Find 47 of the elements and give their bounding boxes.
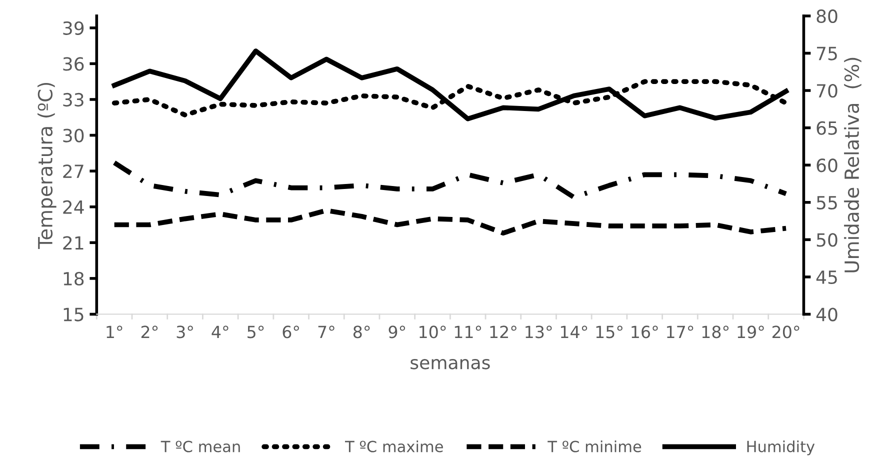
line-series xyxy=(112,160,788,200)
legend-label: Humidity xyxy=(747,440,815,456)
y2-tick-label: 45 xyxy=(816,270,837,284)
y-tick-label: 39 xyxy=(63,21,84,35)
x-tick-label: 1° xyxy=(106,326,122,338)
x-tick-label: 17° xyxy=(667,326,694,338)
x-tick-label: 4° xyxy=(212,326,228,338)
x-tick-label: 7° xyxy=(318,326,334,338)
y-tick-label: 36 xyxy=(63,57,84,71)
line-series xyxy=(112,48,788,122)
x-axis-title: semanas xyxy=(410,358,490,370)
x-tick-label: 6° xyxy=(282,326,299,338)
y2-axis-title: Umidade Relativa (%) xyxy=(844,58,862,272)
y2-tick-label: 65 xyxy=(816,121,837,135)
y-tick-label: 21 xyxy=(63,236,84,250)
y2-tick-label: 40 xyxy=(816,308,838,322)
legend-label: T ºC mean xyxy=(160,440,240,452)
y2-tick-label: 55 xyxy=(816,196,837,210)
x-tick-label: 11° xyxy=(454,326,482,338)
x-tick-label: 3° xyxy=(176,326,193,338)
y-tick-label: 33 xyxy=(63,92,84,107)
x-tick-label: 20° xyxy=(772,326,800,338)
y-axis-title: Temperatura (ºC) xyxy=(38,82,56,249)
y2-tick-label: 60 xyxy=(816,158,838,172)
y-tick-label: 18 xyxy=(64,272,84,286)
y2-tick-label: 75 xyxy=(816,46,837,60)
x-tick-label: 12° xyxy=(490,326,516,338)
y2-tick-label: 50 xyxy=(816,233,838,247)
y-tick-label: 24 xyxy=(63,200,84,214)
x-tick-label: 5° xyxy=(248,326,264,338)
x-tick-label: 10° xyxy=(420,326,446,338)
x-tick-label: 2° xyxy=(141,326,158,338)
y-tick-label: 27 xyxy=(63,164,84,178)
y-tick-label: 30 xyxy=(63,128,84,142)
x-tick-label: 9° xyxy=(388,326,406,338)
y2-tick-label: 70 xyxy=(816,84,838,98)
legend-label: T ºC maxime xyxy=(344,440,443,452)
legend-label: T ºC minime xyxy=(548,440,642,452)
x-tick-label: 14° xyxy=(560,326,588,338)
x-tick-label: 16° xyxy=(632,326,658,338)
y2-tick-label: 80 xyxy=(816,9,838,24)
x-tick-label: 19° xyxy=(738,326,764,338)
y-tick-label: 15 xyxy=(64,308,84,322)
x-tick-label: 18° xyxy=(702,326,729,338)
x-tick-label: 13° xyxy=(526,326,552,338)
x-tick-label: 15° xyxy=(596,326,622,338)
x-tick-label: 8° xyxy=(353,326,370,338)
